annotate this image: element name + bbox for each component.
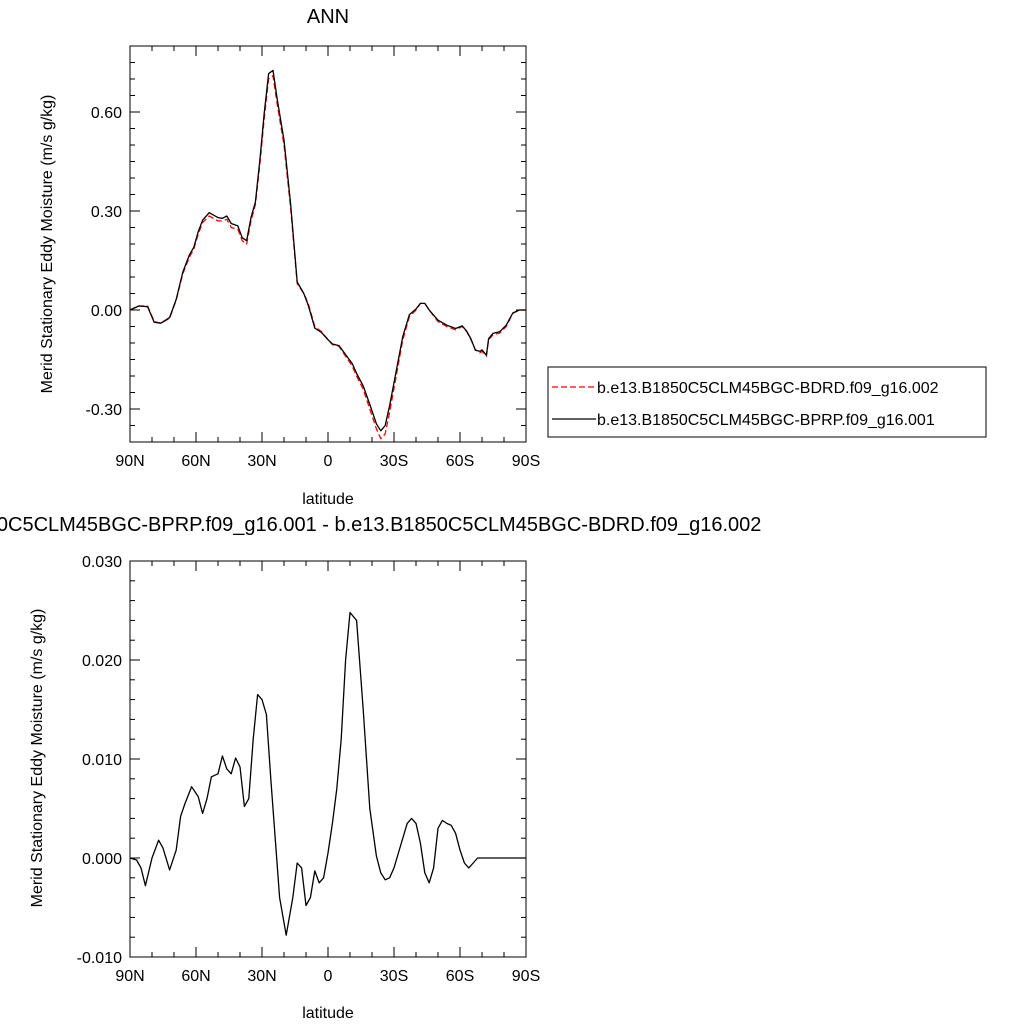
- bottom-x-tick-label: 30S: [380, 968, 408, 985]
- top-panel: ANN 90N 60N 30N 0 30S 60S 90S -0.30 0.00 0.30 0.60…: [39, 6, 540, 508]
- legend-box: [547, 366, 987, 438]
- bottom-panel-ticks: 90N 60N 30N 0 30S 60S 90S -0.010 0.000 0.010 0.020…: [77, 554, 541, 985]
- bottom-x-tick-label: 60N: [181, 968, 210, 985]
- bottom-x-tick-label: 0: [324, 968, 333, 985]
- top-x-tick-label: 0: [324, 453, 333, 470]
- bottom-y-tick-label: 0.010: [82, 752, 122, 769]
- top-x-tick-label: 60N: [181, 453, 210, 470]
- top-panel-series: [129, 69, 526, 440]
- bottom-panel: b.e13.B1850C5CLM45BGC-BPRP.f09_g16.001 -…: [0, 514, 761, 1022]
- top-y-tick-label: 0.00: [91, 303, 122, 320]
- top-panel-ticks: 90N 60N 30N 0 30S 60S 90S -0.30 0.00 0.30 0.60: [86, 45, 540, 470]
- top-x-tick-label: 30S: [380, 453, 408, 470]
- bottom-y-tick-label: -0.010: [77, 950, 122, 967]
- legend-entry-bdrd: b.e13.B1850C5CLM45BGC-BDRD.f09_g16.002: [597, 380, 939, 397]
- bottom-x-tick-label: 30N: [247, 968, 276, 985]
- legend-entry-bprp: b.e13.B1850C5CLM45BGC-BPRP.f09_g16.001: [597, 412, 935, 429]
- bottom-x-tick-label: 60S: [446, 968, 474, 985]
- top-panel-y-axis-label: Merid Stationary Eddy Moisture (m/s g/kg…: [39, 95, 56, 394]
- bottom-panel-x-axis-label: latitude: [302, 1005, 354, 1022]
- top-x-tick-label: 60S: [446, 453, 474, 470]
- bottom-y-tick-label: 0.020: [82, 653, 122, 670]
- bottom-panel-title: b.e13.B1850C5CLM45BGC-BPRP.f09_g16.001 -…: [0, 514, 761, 536]
- top-x-tick-label: 90N: [115, 453, 144, 470]
- top-y-tick-label: 0.60: [91, 105, 122, 122]
- bottom-panel-y-axis-label: Merid Stationary Eddy Moisture (m/s g/kg…: [29, 609, 46, 908]
- top-x-tick-label: 90S: [512, 453, 540, 470]
- top-panel-x-axis-label: latitude: [302, 491, 354, 508]
- legend: b.e13.B1850C5CLM45BGC-BDRD.f09_g16.002 b…: [547, 366, 987, 438]
- top-series-line-0: [129, 75, 526, 440]
- bottom-x-tick-label: 90S: [512, 968, 540, 985]
- top-y-tick-label: 0.30: [91, 204, 122, 221]
- top-panel-plot-frame: [129, 45, 527, 443]
- top-x-tick-label: 30N: [247, 453, 276, 470]
- bottom-x-tick-label: 90N: [115, 968, 144, 985]
- top-panel-title: ANN: [307, 6, 349, 28]
- bottom-panel-series: [129, 611, 526, 936]
- bottom-series-line-0: [129, 611, 526, 936]
- bottom-panel-plot-frame: [129, 560, 527, 958]
- top-y-tick-label: -0.30: [86, 402, 123, 419]
- bottom-y-tick-label: 0.000: [82, 851, 122, 868]
- bottom-y-tick-label: 0.030: [82, 554, 122, 571]
- top-series-line-1: [129, 69, 526, 432]
